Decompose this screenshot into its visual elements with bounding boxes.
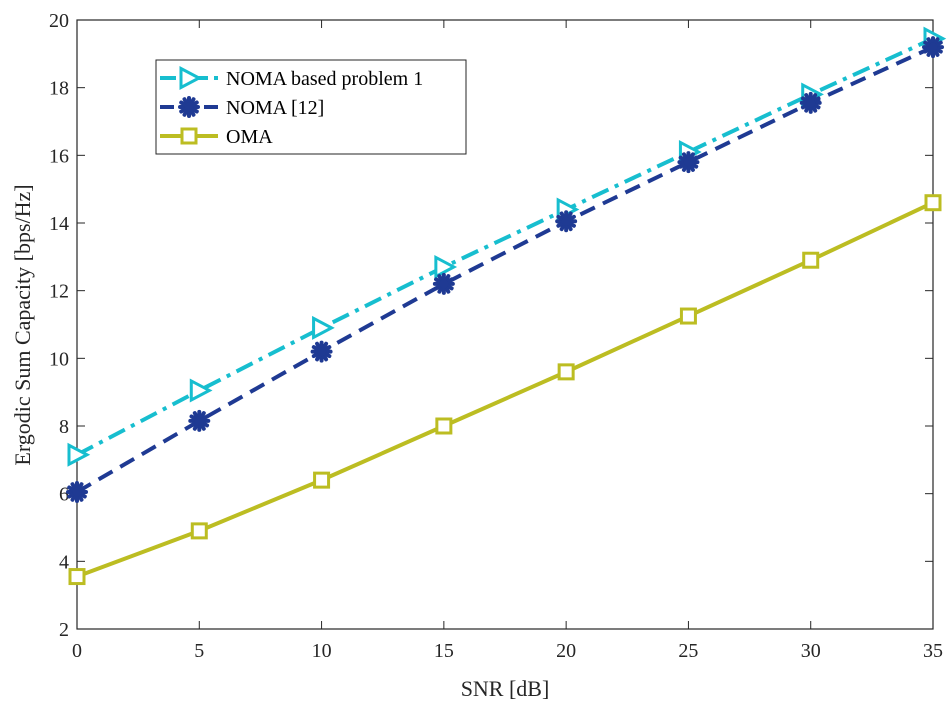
asterisk-core: [561, 216, 571, 226]
asterisk-core: [72, 487, 82, 497]
asterisk-core: [806, 98, 816, 108]
asterisk-core: [683, 157, 693, 167]
legend-label: NOMA [12]: [226, 97, 324, 119]
asterisk-marker: [310, 340, 333, 363]
x-tick-label: 5: [194, 640, 204, 662]
square-marker: [68, 568, 86, 586]
asterisk-marker: [922, 36, 944, 59]
legend-label: OMA: [226, 126, 273, 148]
asterisk-marker: [555, 210, 578, 233]
asterisk-marker: [799, 91, 822, 114]
y-tick-label: 4: [59, 551, 69, 573]
asterisk-marker: [178, 96, 200, 118]
square-marker: [679, 307, 697, 325]
triangle-marker: [67, 442, 91, 467]
series-line: [76, 36, 934, 457]
triangle-marker: [189, 378, 213, 403]
y-axis-title: Ergodic Sum Capacity [bps/Hz]: [10, 184, 35, 465]
square-marker: [924, 194, 942, 212]
legend-label: NOMA based problem 1: [226, 68, 423, 90]
triangle-marker: [312, 315, 335, 340]
y-tick-label: 12: [49, 281, 69, 303]
x-tick-label: 30: [801, 640, 821, 662]
series: [66, 36, 944, 503]
asterisk-marker: [677, 151, 700, 174]
series-line: [75, 45, 934, 494]
y-tick-label: 8: [59, 416, 69, 438]
square-marker: [190, 522, 208, 540]
asterisk-core: [439, 279, 449, 289]
asterisk-marker: [432, 272, 455, 295]
triangle-marker: [179, 66, 203, 90]
asterisk-marker: [66, 480, 88, 503]
asterisk-core: [184, 102, 194, 112]
y-tick-label: 6: [59, 484, 69, 506]
y-tick-label: 10: [49, 348, 69, 370]
y-tick-label: 18: [49, 78, 69, 100]
x-tick-label: 20: [556, 640, 576, 662]
square-marker: [435, 417, 453, 435]
asterisk-core: [317, 347, 327, 357]
y-tick-label: 14: [49, 213, 69, 235]
x-axis-title: SNR [dB]: [461, 676, 550, 701]
x-tick-label: 35: [923, 640, 943, 662]
square-marker: [313, 471, 331, 489]
legend-entry: NOMA [12]: [160, 96, 324, 119]
y-tick-label: 2: [59, 619, 69, 641]
legend-entry: NOMA based problem 1: [160, 66, 423, 90]
asterisk-core: [194, 416, 204, 426]
series: [68, 194, 942, 586]
y-tick-label: 16: [49, 145, 69, 167]
asterisk-core: [928, 42, 938, 52]
x-tick-label: 25: [678, 640, 698, 662]
y-tick-label: 20: [49, 10, 69, 32]
x-tick-label: 0: [72, 640, 82, 662]
legend: NOMA based problem 1 NOMA [12] OMA: [155, 59, 467, 155]
asterisk-marker: [188, 409, 211, 432]
axis-ticks: 0 5 10 15 20 25 30 35 2 4 6 8 10 12 14 16 18 20: [49, 10, 943, 662]
triangle-marker: [434, 254, 458, 279]
legend-entry: OMA: [160, 126, 273, 148]
data-series: [66, 26, 947, 586]
series-line: [76, 200, 934, 579]
x-tick-label: 10: [312, 640, 332, 662]
square-marker: [180, 127, 198, 145]
square-marker: [557, 363, 575, 381]
square-marker: [802, 251, 820, 269]
x-tick-label: 15: [434, 640, 454, 662]
